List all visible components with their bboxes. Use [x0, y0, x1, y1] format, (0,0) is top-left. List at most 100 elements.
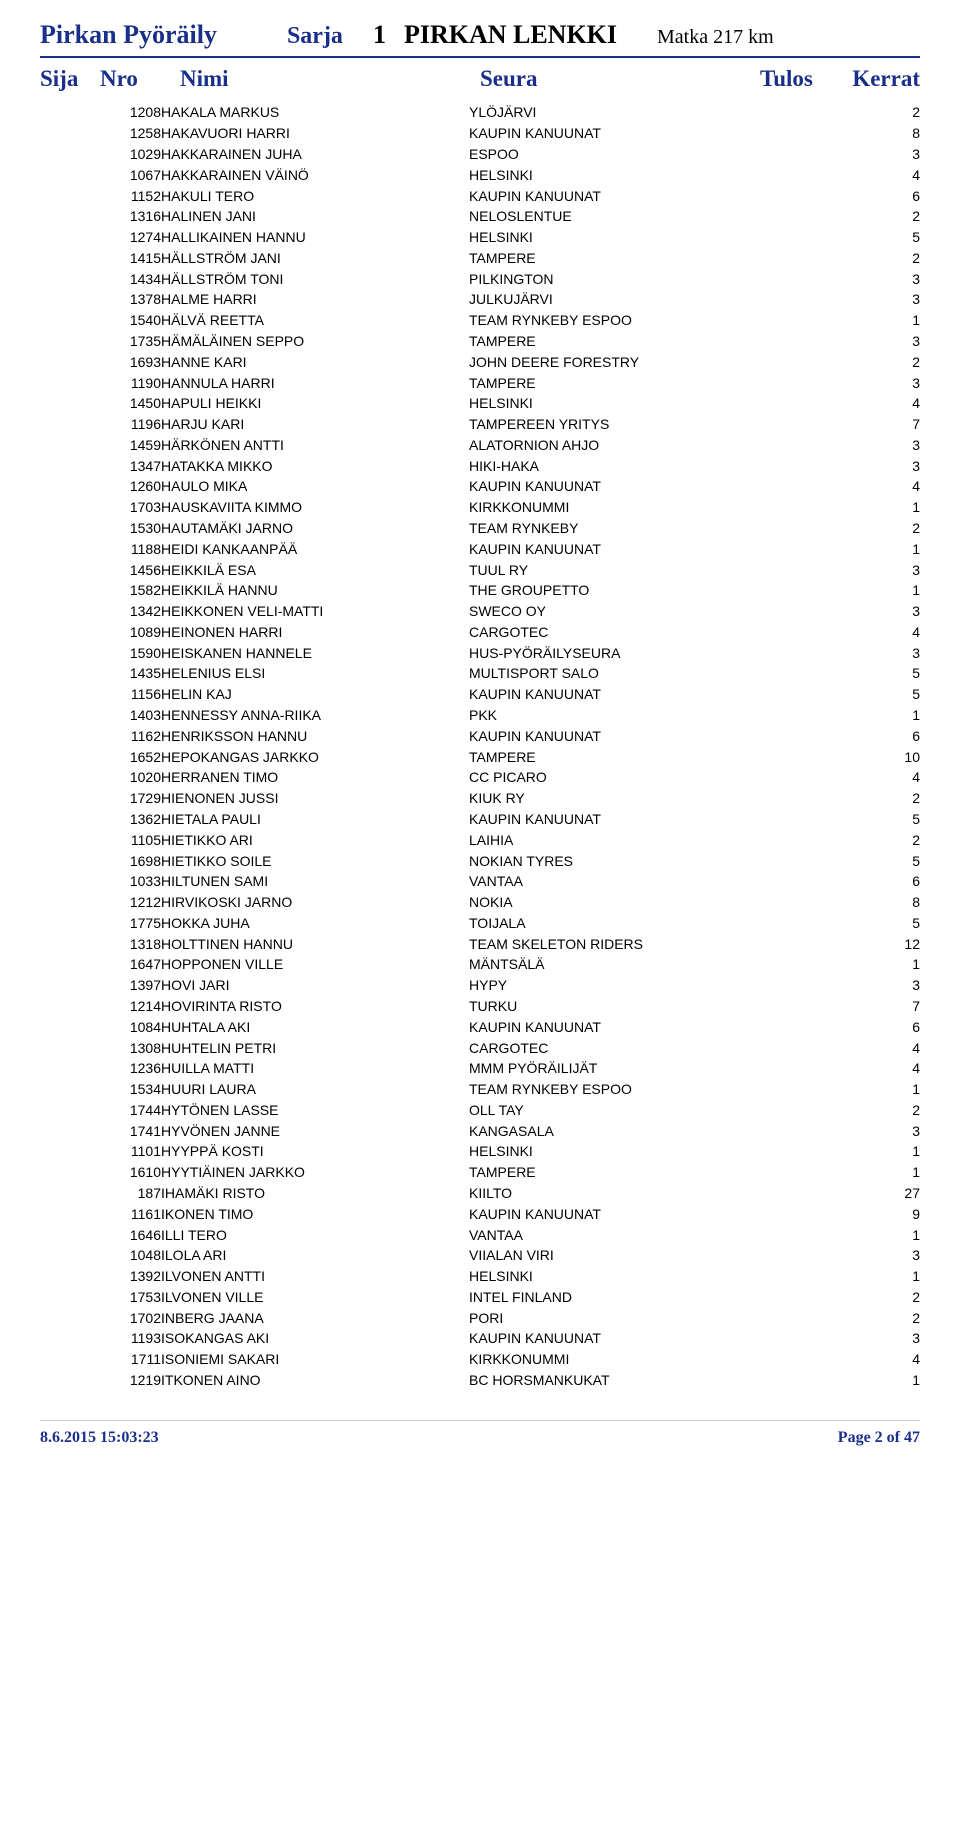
table-row: 1434HÄLLSTRÖM TONIPILKINGTON3 [40, 268, 920, 289]
cell-kerrat: 5 [832, 912, 920, 933]
cell-nimi: HELENIUS ELSI [161, 663, 469, 684]
cell-nro: 1152 [84, 185, 161, 206]
cell-kerrat: 1 [832, 1266, 920, 1287]
cell-tulos [777, 1120, 832, 1141]
cell-tulos [777, 829, 832, 850]
cell-sija [40, 767, 84, 788]
cell-seura: KAUPIN KANUUNAT [469, 1016, 777, 1037]
cell-tulos [777, 996, 832, 1017]
cell-tulos [777, 622, 832, 643]
cell-sija [40, 954, 84, 975]
cell-nimi: HÄLVÄ REETTA [161, 310, 469, 331]
cell-seura: TURKU [469, 996, 777, 1017]
table-row: 1415HÄLLSTRÖM JANITAMPERE2 [40, 247, 920, 268]
table-row: 1735HÄMÄLÄINEN SEPPOTAMPERE3 [40, 331, 920, 352]
cell-nimi: HARJU KARI [161, 414, 469, 435]
cell-tulos [777, 247, 832, 268]
cell-kerrat: 3 [832, 1245, 920, 1266]
cell-seura: KAUPIN KANUUNAT [469, 725, 777, 746]
cell-nimi: HIETIKKO SOILE [161, 850, 469, 871]
cell-kerrat: 2 [832, 1100, 920, 1121]
cell-nro: 1274 [84, 227, 161, 248]
cell-nro: 1392 [84, 1266, 161, 1287]
cell-nimi: HEIDI KANKAANPÄÄ [161, 538, 469, 559]
cell-tulos [777, 1307, 832, 1328]
cell-kerrat: 3 [832, 372, 920, 393]
cell-seura: TEAM RYNKEBY ESPOO [469, 310, 777, 331]
table-row: 1647HOPPONEN VILLEMÄNTSÄLÄ1 [40, 954, 920, 975]
cell-nimi: HUURI LAURA [161, 1079, 469, 1100]
cell-nro: 1020 [84, 767, 161, 788]
cell-nimi: HEISKANEN HANNELE [161, 642, 469, 663]
table-row: 1196HARJU KARITAMPEREEN YRITYS7 [40, 414, 920, 435]
cell-seura: VIIALAN VIRI [469, 1245, 777, 1266]
cell-kerrat: 6 [832, 725, 920, 746]
cell-sija [40, 684, 84, 705]
cell-nro: 1260 [84, 476, 161, 497]
table-row: 1530HAUTAMÄKI JARNOTEAM RYNKEBY2 [40, 518, 920, 539]
cell-sija [40, 850, 84, 871]
cell-seura: TAMPERE [469, 331, 777, 352]
cell-nro: 1219 [84, 1370, 161, 1391]
cell-sija [40, 1287, 84, 1308]
table-row: 1156HELIN KAJKAUPIN KANUUNAT5 [40, 684, 920, 705]
cell-nro: 1534 [84, 1079, 161, 1100]
col-nimi: Nimi [180, 66, 480, 92]
cell-tulos [777, 705, 832, 726]
table-row: 1152HAKULI TEROKAUPIN KANUUNAT6 [40, 185, 920, 206]
cell-tulos [777, 912, 832, 933]
cell-tulos [777, 725, 832, 746]
table-row: 1397HOVI JARIHYPY3 [40, 975, 920, 996]
table-row: 1214HOVIRINTA RISTOTURKU7 [40, 996, 920, 1017]
cell-kerrat: 5 [832, 227, 920, 248]
cell-seura: CC PICARO [469, 767, 777, 788]
cell-sija [40, 435, 84, 456]
table-row: 1161IKONEN TIMOKAUPIN KANUUNAT9 [40, 1203, 920, 1224]
table-row: 1101HYYPPÄ KOSTIHELSINKI1 [40, 1141, 920, 1162]
cell-nimi: HUHTELIN PETRI [161, 1037, 469, 1058]
cell-sija [40, 1349, 84, 1370]
table-row: 1258HAKAVUORI HARRIKAUPIN KANUUNAT8 [40, 123, 920, 144]
cell-sija [40, 1266, 84, 1287]
table-row: 187IHAMÄKI RISTOKIILTO27 [40, 1183, 920, 1204]
cell-nimi: HÄMÄLÄINEN SEPPO [161, 331, 469, 352]
cell-nro: 1089 [84, 622, 161, 643]
cell-seura: JOHN DEERE FORESTRY [469, 351, 777, 372]
cell-kerrat: 1 [832, 497, 920, 518]
cell-kerrat: 4 [832, 1349, 920, 1370]
cell-nro: 1308 [84, 1037, 161, 1058]
cell-tulos [777, 476, 832, 497]
cell-sija [40, 164, 84, 185]
cell-tulos [777, 1245, 832, 1266]
cell-nimi: HIETIKKO ARI [161, 829, 469, 850]
cell-nro: 1530 [84, 518, 161, 539]
cell-nro: 1540 [84, 310, 161, 331]
matka-distance: Matka 217 km [657, 26, 774, 49]
cell-nimi: HYYTIÄINEN JARKKO [161, 1162, 469, 1183]
cell-seura: TUUL RY [469, 559, 777, 580]
cell-tulos [777, 435, 832, 456]
cell-nimi: HYYPPÄ KOSTI [161, 1141, 469, 1162]
cell-seura: CARGOTEC [469, 622, 777, 643]
cell-tulos [777, 1183, 832, 1204]
cell-nimi: HIETALA PAULI [161, 809, 469, 830]
cell-nro: 1610 [84, 1162, 161, 1183]
cell-tulos [777, 1370, 832, 1391]
cell-nimi: HAULO MIKA [161, 476, 469, 497]
cell-seura: TEAM RYNKEBY [469, 518, 777, 539]
cell-seura: HELSINKI [469, 164, 777, 185]
cell-tulos [777, 1079, 832, 1100]
cell-seura: KAUPIN KANUUNAT [469, 476, 777, 497]
cell-seura: HYPY [469, 975, 777, 996]
cell-kerrat: 2 [832, 788, 920, 809]
cell-sija [40, 102, 84, 123]
cell-kerrat: 2 [832, 518, 920, 539]
table-row: 1450HAPULI HEIKKIHELSINKI4 [40, 393, 920, 414]
cell-nro: 1703 [84, 497, 161, 518]
cell-seura: KIILTO [469, 1183, 777, 1204]
table-row: 1084HUHTALA AKIKAUPIN KANUUNAT6 [40, 1016, 920, 1037]
table-row: 1362HIETALA PAULIKAUPIN KANUUNAT5 [40, 809, 920, 830]
table-row: 1260HAULO MIKAKAUPIN KANUUNAT4 [40, 476, 920, 497]
cell-sija [40, 331, 84, 352]
cell-nro: 1162 [84, 725, 161, 746]
